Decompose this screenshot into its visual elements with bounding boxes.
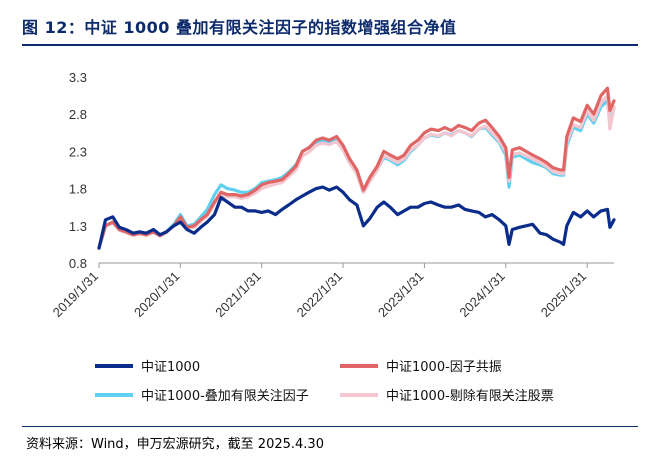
legend-label: 中证1000-因子共振 — [386, 360, 502, 375]
y-tick-label: 1.8 — [69, 182, 87, 197]
y-axis: 0.8 1.3 1.8 2.3 2.8 3.3 — [69, 70, 87, 271]
series-line-0 — [97, 185, 616, 250]
series-line-1 — [97, 86, 616, 250]
legend-label: 中证1000-叠加有限关注因子 — [141, 389, 309, 404]
x-tick-label: 2020/1/31 — [131, 269, 183, 321]
x-tick-label: 2022/1/31 — [294, 269, 346, 321]
y-tick-label: 3.3 — [69, 70, 87, 85]
y-tick-label: 1.3 — [69, 219, 87, 234]
y-tick-label: 2.3 — [69, 144, 87, 159]
x-tick-label: 2024/1/31 — [456, 269, 508, 321]
x-tick-label: 2019/1/31 — [50, 269, 102, 321]
y-tick-label: 2.8 — [69, 107, 87, 122]
x-tick-label: 2023/1/31 — [375, 269, 427, 321]
y-tick-label: 0.8 — [69, 256, 87, 271]
x-tick-label: 2021/1/31 — [212, 269, 264, 321]
legend-label: 中证1000-剔除有限关注股票 — [386, 389, 554, 404]
source-rule — [22, 426, 638, 427]
figure-title: 图 12：中证 1000 叠加有限关注因子的指数增强组合净值 — [22, 18, 457, 37]
source-note: 资料来源：Wind，申万宏源研究，截至 2025.4.30 — [26, 437, 324, 452]
title-rule — [22, 44, 638, 46]
x-tick-label: 2025/1/31 — [538, 269, 590, 321]
legend-label: 中证1000 — [141, 360, 200, 375]
net-value-chart: 0.8 1.3 1.8 2.3 2.8 3.3 2019/1/31 2020/1/31 202… — [50, 70, 616, 404]
series-lines — [97, 86, 616, 250]
x-axis: 2019/1/31 2020/1/31 2021/1/31 2022/1/31 2023… — [50, 263, 590, 321]
